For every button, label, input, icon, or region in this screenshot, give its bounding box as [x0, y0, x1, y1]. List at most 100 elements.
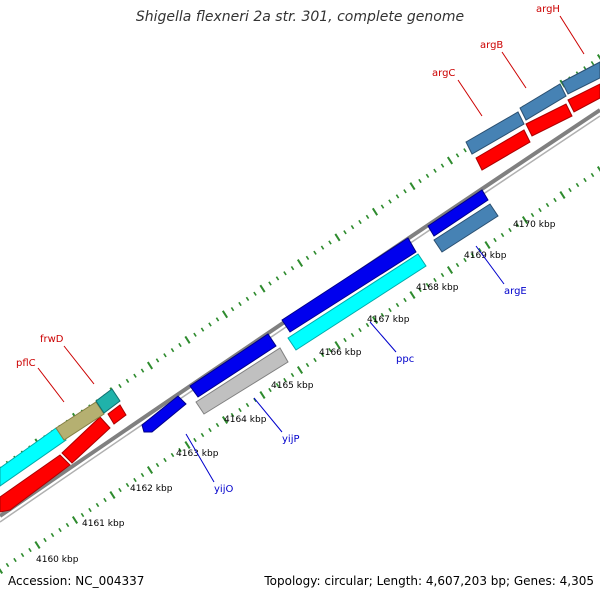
ruler-tick [118, 383, 122, 389]
ruler-label-4162: 4162 kbp [130, 484, 173, 494]
gene-argc-red[interactable] [475, 129, 531, 171]
ruler-tick [221, 310, 229, 319]
ruler-tick [221, 416, 229, 424]
gene-arge-steel[interactable] [433, 203, 499, 253]
ruler-label-4166: 4166 kbp [319, 348, 362, 358]
ruler-tick [268, 281, 272, 286]
gene-label-yijp: yijP [282, 434, 300, 445]
ruler-label-4170: 4170 kbp [513, 220, 556, 230]
ruler-tick [163, 353, 167, 358]
gene-label-argb: argB [480, 40, 503, 51]
ruler-tick [50, 532, 55, 538]
ruler-tick [13, 557, 17, 563]
gene-ppc-blue[interactable] [281, 237, 417, 333]
ruler-tick [334, 233, 341, 242]
gene-pflc-arrow[interactable] [107, 404, 127, 425]
ruler-tick [418, 178, 422, 184]
ruler-tick [395, 302, 400, 308]
forward-gene-labels: pflC frwD argC argB argH [16, 4, 585, 403]
gene-yijp-blue[interactable] [189, 333, 277, 398]
gene-argb-steel[interactable] [519, 83, 567, 121]
gene-label-arge: argE [504, 286, 527, 297]
ruler-tick [253, 291, 257, 296]
forward-genes-left [0, 388, 127, 513]
ruler-tick [193, 437, 197, 443]
ruler-tick [596, 54, 600, 60]
ruler-tick [125, 378, 130, 384]
ruler-tick [5, 562, 10, 568]
ruler-label-4167: 4167 kbp [367, 315, 410, 325]
ruler-label-4164: 4164 kbp [224, 415, 267, 425]
ruler-tick [328, 347, 332, 353]
ruler-tick [440, 163, 445, 168]
ruler-tick [290, 265, 295, 271]
ruler-tick [470, 252, 475, 258]
ruler-tick [245, 402, 250, 408]
ruler-tick [170, 452, 175, 458]
gene-argh-steel[interactable] [561, 61, 600, 95]
ruler-tick [320, 352, 325, 358]
ruler-tick [388, 307, 392, 313]
ruler-tick [133, 373, 137, 378]
ruler-tick [343, 230, 347, 235]
ruler-tick [208, 427, 212, 433]
ruler-tick [371, 207, 379, 216]
ruler-tick [184, 441, 191, 449]
gene-frwd-teal[interactable] [95, 388, 121, 414]
ruler-tick [283, 271, 287, 276]
ruler-tick [238, 301, 242, 307]
ruler-tick [259, 284, 266, 293]
gene-yijp-silver[interactable] [195, 347, 289, 415]
ruler-tick [365, 214, 370, 220]
ruler-tick [590, 60, 595, 66]
reverse-gene-labels: yijO yijP ppc argE [185, 245, 527, 495]
ruler-tick [200, 327, 205, 332]
ruler-tick [43, 537, 47, 543]
gene-pflc-red-2[interactable] [61, 416, 111, 464]
accession-text: Accession: NC_004337 [8, 574, 145, 588]
ruler-tick [58, 527, 62, 533]
ruler-tick [259, 391, 266, 399]
ruler-tick [305, 255, 310, 261]
gene-yijo-arrow[interactable] [141, 395, 187, 433]
gene-arge-blue[interactable] [427, 189, 489, 237]
gene-pflc-cyan[interactable] [0, 427, 67, 487]
inner-tick-ring [0, 166, 600, 574]
ruler-tick [493, 237, 497, 243]
ruler-tick [103, 497, 107, 503]
ruler-tick [515, 222, 520, 228]
gene-argc-steel[interactable] [465, 111, 525, 155]
ruler-tick [380, 312, 385, 318]
ruler-tick [446, 156, 454, 165]
gene-ppc-cyan[interactable] [287, 253, 427, 351]
ruler-tick [455, 153, 460, 158]
ruler-tick [590, 172, 595, 178]
gene-label-argc: argC [432, 68, 455, 79]
ruler-tick [313, 357, 317, 363]
ruler-tick [545, 202, 550, 208]
ruler-tick [596, 166, 600, 172]
ruler-tick [320, 245, 325, 250]
gene-label-pflc: pflC [16, 358, 36, 369]
ruler-tick [184, 335, 191, 344]
ruler-tick [334, 341, 341, 349]
ruler-label-4160: 4160 kbp [36, 555, 79, 565]
gene-pflc-red[interactable] [0, 454, 71, 513]
gene-argb-red[interactable] [525, 103, 573, 137]
ruler-tick [313, 250, 317, 255]
ruler-tick [559, 191, 566, 199]
ruler-tick [446, 266, 454, 274]
gene-frwd-olive[interactable] [55, 401, 105, 441]
genome-summary-text: Topology: circular; Length: 4,607,203 bp… [264, 574, 594, 588]
ruler-label-4165: 4165 kbp [271, 381, 314, 391]
ruler-tick [178, 342, 182, 348]
ruler-tick [433, 168, 437, 173]
ruler-tick [296, 259, 304, 267]
ruler-tick [200, 432, 205, 438]
ruler-tick [95, 502, 100, 508]
gene-label-argh: argH [536, 4, 560, 15]
gene-argh-red[interactable] [567, 83, 600, 113]
ruler-tick [343, 337, 347, 343]
forward-genes-right [465, 61, 600, 171]
